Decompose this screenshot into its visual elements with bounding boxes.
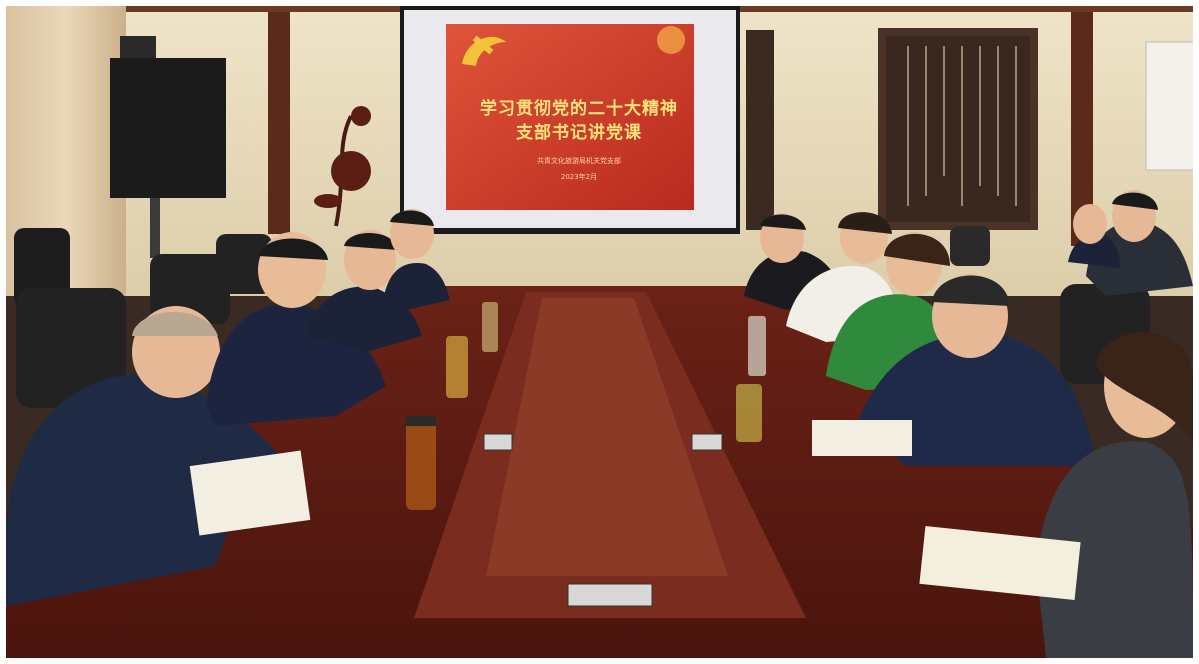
slide-organization: 共青文化旅游局机关党支部 — [537, 157, 621, 165]
notebook — [919, 526, 1081, 600]
camera-icon — [120, 36, 156, 58]
chair — [16, 288, 126, 408]
person — [1086, 190, 1193, 296]
notebook — [812, 420, 912, 456]
person — [1068, 204, 1120, 268]
flower-wall-decoration — [314, 106, 371, 227]
glass-cup — [748, 316, 766, 376]
glass-cup — [446, 336, 468, 398]
table-outlet — [483, 433, 513, 451]
meeting-room-photo: 学习贯彻党的二十大精神 支部书记讲党课 共青文化旅游局机关党支部 2023年2月 — [6, 6, 1193, 658]
glass-cup — [482, 302, 498, 352]
party-emblem-icon — [462, 35, 506, 66]
slide-title-line1: 学习贯彻党的二十大精神 — [480, 99, 678, 119]
projection-slide — [446, 24, 694, 210]
person — [812, 274, 1096, 466]
slide-date: 2023年2月 — [560, 173, 598, 181]
table-power-outlet — [567, 583, 653, 607]
wood-pillar-right — [1071, 6, 1093, 246]
wood-pillar-left — [268, 6, 290, 234]
side-plaque — [746, 30, 774, 230]
person — [919, 332, 1193, 658]
slide-title-line2: 支部书记讲党课 — [516, 123, 642, 143]
wall-poster — [1145, 41, 1193, 171]
glass-cup — [736, 384, 762, 442]
chair — [216, 234, 272, 294]
tv-monitor — [110, 58, 226, 198]
scene-illustration — [6, 6, 1193, 658]
chair — [950, 226, 990, 266]
person — [6, 306, 311, 606]
table-outlet — [691, 433, 723, 451]
person — [384, 209, 450, 310]
water-bottle — [406, 418, 436, 510]
notebook — [189, 450, 311, 536]
person — [306, 230, 422, 352]
